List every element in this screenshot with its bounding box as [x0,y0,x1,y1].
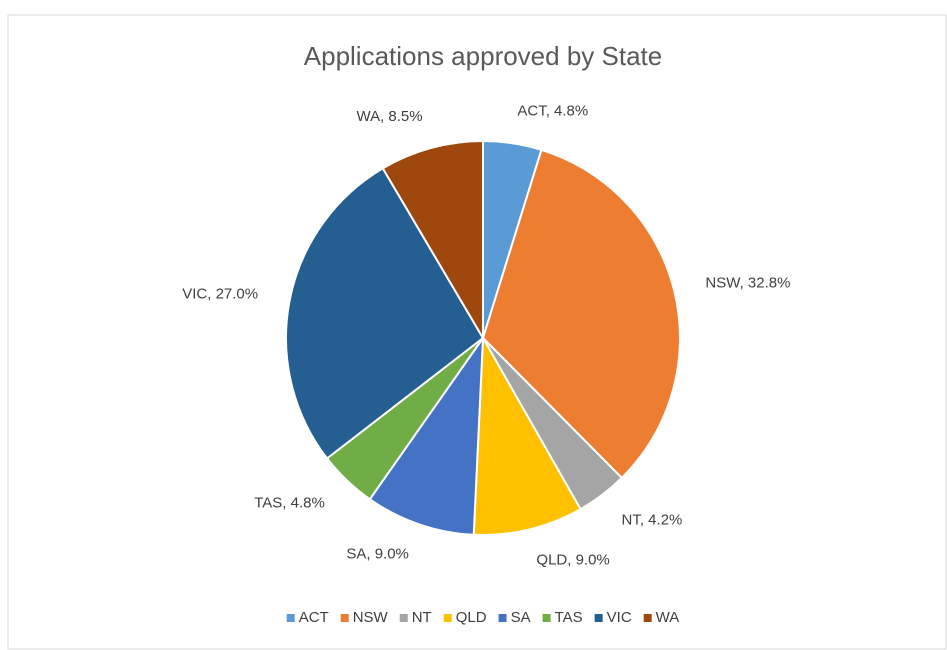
legend-label: NSW [353,609,389,626]
data-label: WA, 8.5% [356,108,422,125]
legend-marker [286,614,295,622]
data-label: NT, 4.2% [622,511,683,528]
pie-slice [285,167,485,460]
pie-slice [481,148,681,480]
legend-marker [542,614,551,622]
data-label: QLD, 9.0% [536,552,609,569]
data-label: NSW, 32.8% [705,275,790,292]
chart-title: Applications approved by State [304,41,662,71]
data-label: ACT, 4.8% [517,103,588,120]
data-label: VIC, 27.0% [182,286,258,303]
data-label: TAS, 4.8% [254,495,325,512]
legend-label: SA [511,609,531,626]
legend-label: NT [412,609,432,626]
legend-label: VIC [607,609,632,626]
legend-marker [340,614,349,622]
pie-slice [381,139,484,342]
pie-slice [368,334,485,536]
pie-slice [472,334,582,536]
legend-marker [594,614,603,622]
legend-marker [498,614,507,622]
legend-marker [399,614,408,622]
legend-label: TAS [555,609,583,626]
data-label: SA, 9.0% [346,546,409,563]
legend-marker [643,614,652,622]
legend-label: QLD [456,609,487,626]
legend-marker [443,614,452,622]
legend-label: ACT [299,609,329,626]
legend-label: WA [656,609,680,626]
